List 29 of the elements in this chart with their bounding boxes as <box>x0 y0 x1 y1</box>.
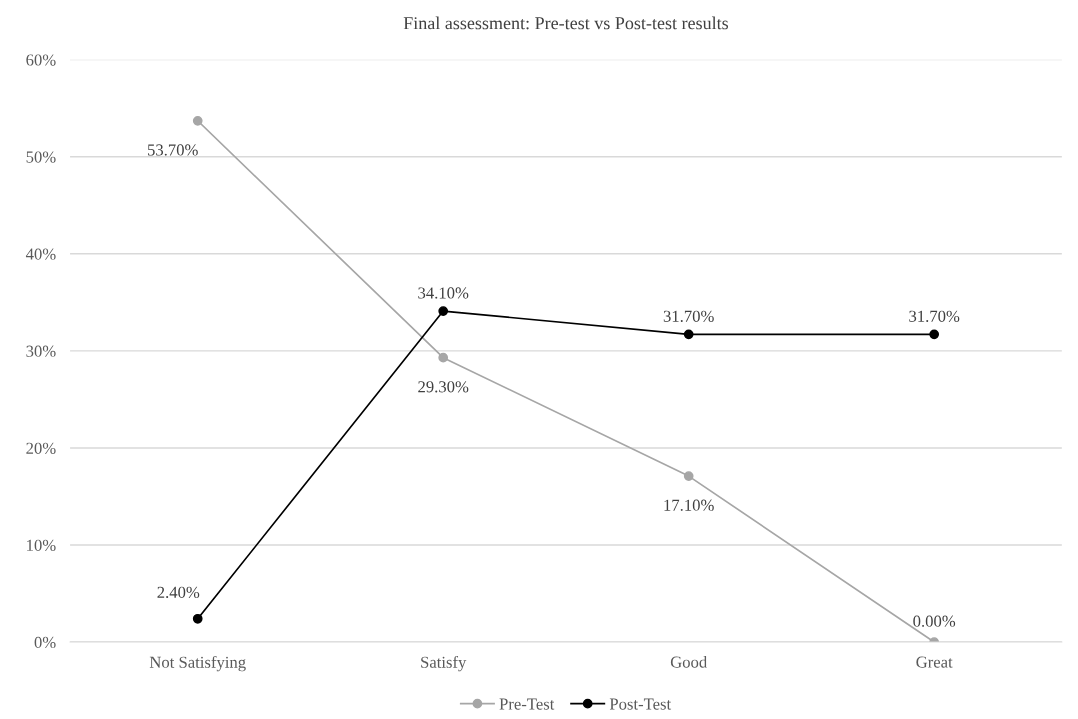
x-tick-label: Good <box>670 655 708 668</box>
data-label: 2.40% <box>157 586 200 599</box>
data-label: 29.30% <box>418 381 469 393</box>
data-label: 31.70% <box>909 310 960 322</box>
point <box>192 115 203 126</box>
data-label: 53.70% <box>148 144 198 156</box>
data-label: 31.70% <box>663 310 714 322</box>
data-label: 0.00% <box>913 615 956 627</box>
point <box>438 306 449 316</box>
x-tick-label: Satisfy <box>421 655 467 672</box>
y-tick-label: 10% <box>27 539 56 551</box>
y-tick-label: 50% <box>26 151 56 163</box>
y-tick-label: 60% <box>26 54 56 66</box>
x-tick-label: Great <box>916 656 953 668</box>
point <box>683 471 694 481</box>
point <box>192 613 203 624</box>
data-label: 34.10% <box>418 287 469 299</box>
y-tick-label: 30% <box>26 345 56 357</box>
legend-label: Pre-Test <box>499 698 555 710</box>
y-tick-label: 40% <box>25 248 56 260</box>
point <box>683 329 694 340</box>
point <box>438 352 449 363</box>
legend-label: Post-Test <box>609 698 672 710</box>
chart-title: Final assessment: Pre-test vs Post-test results <box>403 16 729 30</box>
x-tick-label: Not Satisfying <box>149 655 246 672</box>
y-tick-label: 20% <box>26 442 56 454</box>
data-label: 17.10% <box>664 499 714 511</box>
y-tick-label: 0% <box>34 636 56 649</box>
point <box>929 329 940 340</box>
